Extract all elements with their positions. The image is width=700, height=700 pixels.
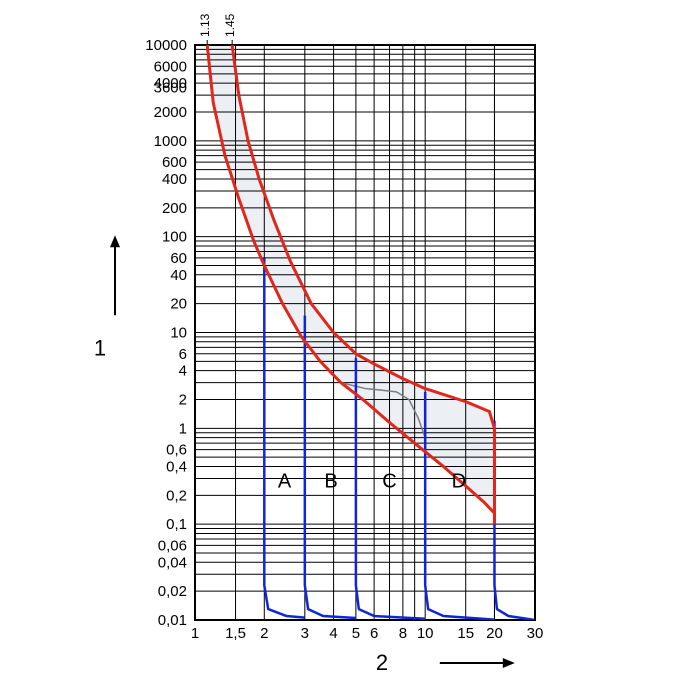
x-axis-arrowhead <box>503 658 515 668</box>
y-tick-label: 1000 <box>154 133 187 150</box>
x-tick-label: 8 <box>399 625 407 642</box>
y-axis-label: 1 <box>94 335 106 360</box>
y-tick-label: 6000 <box>154 58 187 75</box>
y-tick-label: 0,01 <box>158 612 187 629</box>
x-tick-label: 1,5 <box>225 625 246 642</box>
x-tick-label: 10 <box>417 625 434 642</box>
x-tick-label: 5 <box>352 625 360 642</box>
y-tick-label: 0,02 <box>158 583 187 600</box>
x-tick-label: 15 <box>457 625 474 642</box>
blue-curve-4 <box>494 421 535 620</box>
x-tick-label: 20 <box>486 625 503 642</box>
y-tick-label: 3600 <box>154 80 187 97</box>
y-tick-label: 40 <box>170 267 187 284</box>
region-label: C <box>382 471 396 493</box>
x-tick-label: 3 <box>301 625 309 642</box>
y-tick-label: 2000 <box>154 104 187 121</box>
region-label: A <box>278 471 292 493</box>
top-marker-label: 1.45 <box>223 13 237 37</box>
y-tick-label: 100 <box>162 229 187 246</box>
y-tick-label: 600 <box>162 154 187 171</box>
y-tick-label: 10000 <box>145 37 187 54</box>
x-tick-label: 6 <box>370 625 378 642</box>
x-axis-label: 2 <box>376 650 388 675</box>
y-tick-label: 0,2 <box>166 487 187 504</box>
y-tick-label: 0,6 <box>166 442 187 459</box>
x-tick-label: 30 <box>527 625 544 642</box>
y-axis-arrowhead <box>110 235 120 247</box>
y-tick-label: 10 <box>170 325 187 342</box>
y-tick-label: 1 <box>179 420 187 437</box>
x-tick-label: 1 <box>191 625 199 642</box>
y-tick-label: 20 <box>170 296 187 313</box>
y-tick-label: 0,4 <box>166 458 187 475</box>
top-marker-label: 1.13 <box>198 13 212 37</box>
x-tick-label: 2 <box>260 625 268 642</box>
region-label: D <box>452 471 466 493</box>
trip-curve-chart: 11,5234568101520301000060004000360020001… <box>0 0 700 700</box>
band-fill <box>207 45 494 524</box>
y-tick-label: 4 <box>179 363 187 380</box>
region-label: B <box>324 471 337 493</box>
y-tick-label: 0,06 <box>158 537 187 554</box>
y-tick-label: 6 <box>179 346 187 363</box>
y-tick-label: 0,04 <box>158 554 187 571</box>
y-tick-label: 60 <box>170 250 187 267</box>
y-tick-label: 0,1 <box>166 516 187 533</box>
y-tick-label: 400 <box>162 171 187 188</box>
y-tick-label: 2 <box>179 391 187 408</box>
x-tick-label: 4 <box>329 625 337 642</box>
y-tick-label: 200 <box>162 200 187 217</box>
